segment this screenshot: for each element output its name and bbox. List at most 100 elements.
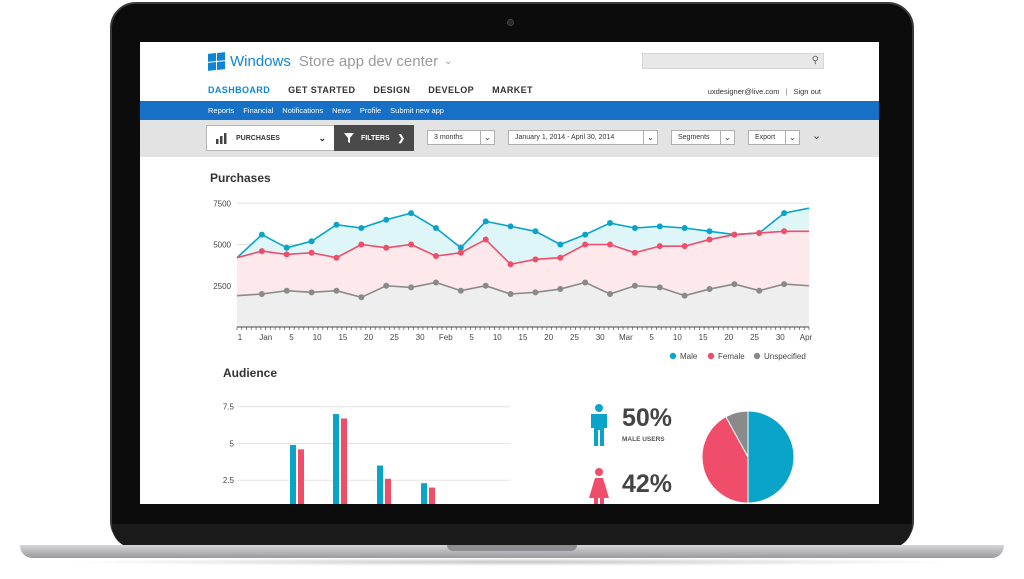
search-icon[interactable]: ⚲ [811, 55, 819, 66]
data-point [681, 292, 688, 299]
y-tick-label: 7.5 [223, 403, 235, 412]
data-point [532, 289, 539, 296]
data-point [457, 287, 464, 294]
x-tick-label: 15 [338, 333, 347, 342]
data-point [258, 231, 265, 238]
y-tick-label: 5000 [213, 241, 231, 250]
windows-logo-icon [208, 52, 225, 71]
x-tick-label: 30 [776, 333, 785, 342]
pie-slice-female [701, 416, 749, 504]
nav-design[interactable]: DESIGN [373, 85, 411, 95]
data-point [358, 241, 365, 248]
chevron-down-icon[interactable]: ⌄ [444, 56, 453, 67]
nav-market[interactable]: MARKET [492, 85, 533, 95]
data-point [408, 284, 415, 291]
expand-chevron-icon[interactable]: ⌄ [812, 130, 822, 142]
data-point [333, 221, 340, 228]
data-point [482, 236, 489, 243]
data-point [358, 294, 365, 301]
data-point [308, 249, 315, 256]
x-tick-label: Jan [259, 333, 272, 342]
laptop-chin [112, 524, 912, 548]
legend-marker-male [669, 352, 677, 360]
data-point [432, 253, 439, 260]
data-point [631, 225, 638, 231]
chevron-down-icon: ⌄ [318, 132, 326, 143]
data-point [532, 256, 539, 263]
segments-select[interactable]: Segments ⌄ [671, 130, 735, 145]
y-tick-label: 2.5 [223, 476, 235, 485]
chevron-down-icon: ⌄ [643, 131, 657, 144]
toolbar: PURCHASES ⌄ FILTERS ❯ 3 months ⌄ January… [140, 120, 879, 157]
x-tick-label: Apr [800, 333, 813, 342]
filter-icon [344, 133, 354, 143]
data-point [781, 210, 788, 217]
bar-female [298, 449, 304, 504]
data-point [408, 210, 415, 217]
area-female [237, 231, 809, 298]
series-line-female [236, 230, 809, 266]
date-range-select[interactable]: January 1, 2014 - April 30, 2014 ⌄ [508, 130, 658, 145]
brand[interactable]: Windows Store app dev center ⌄ [208, 52, 453, 71]
chevron-down-icon: ⌄ [480, 131, 494, 144]
audience-chart: 2.5 5 7.5 [223, 403, 510, 504]
data-point [457, 244, 464, 251]
separator: | [785, 87, 788, 96]
x-tick-label: 5 [469, 333, 474, 342]
filters-button[interactable]: FILTERS ❯ [334, 125, 414, 151]
bar-chart-icon [216, 132, 227, 144]
pie-slice-male [747, 410, 795, 504]
subnav-financial[interactable]: Financial [243, 106, 274, 115]
nav-dashboard[interactable]: DASHBOARD [208, 85, 271, 95]
data-point [557, 241, 564, 248]
x-tick-label: 1 [238, 333, 243, 342]
subnav-profile[interactable]: Profile [359, 106, 382, 115]
data-point [607, 291, 614, 297]
nav-develop[interactable]: DEVELOP [428, 85, 475, 95]
camera-icon [507, 19, 514, 26]
female-user-icon [589, 468, 609, 504]
user-email[interactable]: uxdesigner@live.com [707, 87, 780, 96]
subnav-notifications[interactable]: Notifications [282, 106, 324, 115]
data-point [631, 282, 638, 289]
x-tick-label: Feb [439, 333, 453, 342]
data-point [308, 289, 315, 296]
data-point [532, 228, 539, 235]
chevron-right-icon: ❯ [397, 132, 405, 143]
male-users-label: MALE USERS [622, 436, 665, 443]
subnav-reports[interactable]: Reports [208, 106, 235, 115]
purchases-title: Purchases [210, 171, 271, 185]
data-point [358, 225, 365, 231]
legend-marker-female [707, 352, 715, 360]
bar-female [429, 487, 435, 504]
x-tick-label: 25 [750, 333, 759, 342]
data-point [681, 225, 688, 231]
subnav-news[interactable]: News [332, 106, 351, 115]
data-point [706, 286, 713, 293]
nav-get-started[interactable]: GET STARTED [288, 85, 356, 95]
data-point [557, 286, 564, 293]
x-tick-label: 10 [673, 333, 682, 342]
report-dropdown[interactable]: PURCHASES ⌄ [206, 125, 335, 151]
export-label: Export [755, 134, 776, 141]
x-tick-label: 5 [289, 333, 294, 342]
x-tick-label: Mar [619, 333, 633, 342]
y-tick-label: 7500 [213, 199, 231, 208]
data-point [457, 249, 464, 256]
bar-male [377, 465, 383, 504]
subnav-submit-new-app[interactable]: Submit new app [390, 106, 444, 115]
data-point [756, 287, 763, 294]
search-input[interactable]: ⚲ [642, 53, 824, 69]
data-point [507, 223, 514, 230]
data-point [656, 223, 663, 230]
export-select[interactable]: Export ⌄ [748, 130, 800, 145]
data-point [408, 241, 415, 248]
brand-subtitle: Store app dev center [298, 53, 439, 70]
data-point [582, 279, 589, 286]
period-select[interactable]: 3 months ⌄ [427, 130, 495, 145]
sign-out-link[interactable]: Sign out [793, 87, 821, 96]
x-tick-label: 10 [313, 333, 322, 342]
data-point [706, 236, 713, 243]
data-point [507, 261, 514, 268]
